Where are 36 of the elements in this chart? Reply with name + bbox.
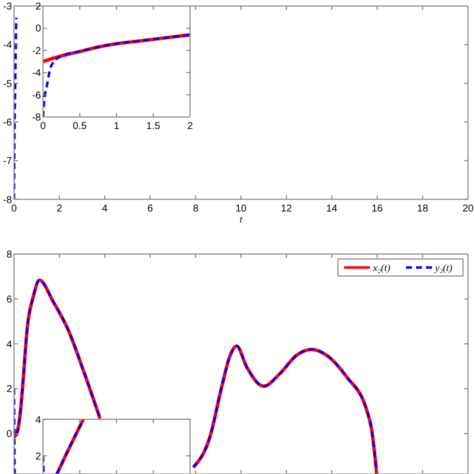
- y-tick-label: -6: [3, 117, 12, 128]
- x-tick-label: 2: [187, 121, 194, 132]
- y-tick-label: 8: [6, 250, 12, 260]
- y-tick-label: -7: [3, 156, 12, 168]
- x-tick-label: 8: [192, 203, 199, 214]
- legend-label: y₂(t): [434, 263, 454, 274]
- x-tick-label: 12: [280, 203, 292, 214]
- y-tick-label: -6: [32, 90, 42, 102]
- x-tick-label: 1.5: [146, 121, 161, 132]
- x-tick-label: 16: [372, 203, 384, 214]
- y-tick-label: 6: [6, 294, 12, 306]
- y-tick-label: 0: [35, 24, 42, 35]
- y-tick-label: 0: [6, 429, 12, 440]
- x-tick-label: 0.5: [72, 121, 88, 132]
- x-tick-label: 2: [56, 203, 63, 214]
- x-axis-title: t: [240, 214, 243, 226]
- y-tick-label: -2: [32, 46, 42, 57]
- y-tick-label: -4: [32, 68, 42, 80]
- y-tick-label: -8: [32, 112, 42, 124]
- y-tick-label: 2: [35, 451, 42, 462]
- y-tick-label: 4: [6, 339, 12, 350]
- y-tick-label: 2: [35, 2, 42, 12]
- x-tick-label: 18: [417, 203, 429, 214]
- x-tick-label: 10: [235, 203, 247, 214]
- y-tick-label: -3: [3, 2, 12, 12]
- y-tick-label: -8: [3, 194, 12, 206]
- x-tick-label: 4: [102, 203, 108, 214]
- x-tick-label: 20: [462, 203, 474, 214]
- y-tick-label: 4: [35, 414, 42, 426]
- x-tick-label: 6: [147, 203, 154, 214]
- y-tick-label: 2: [6, 384, 12, 396]
- x-tick-label: 1: [114, 121, 120, 132]
- legend-label: x₂(t): [372, 263, 392, 274]
- x-tick-label: 14: [326, 203, 338, 214]
- y-tick-label: -5: [3, 78, 12, 90]
- y-tick-label: -4: [3, 40, 12, 52]
